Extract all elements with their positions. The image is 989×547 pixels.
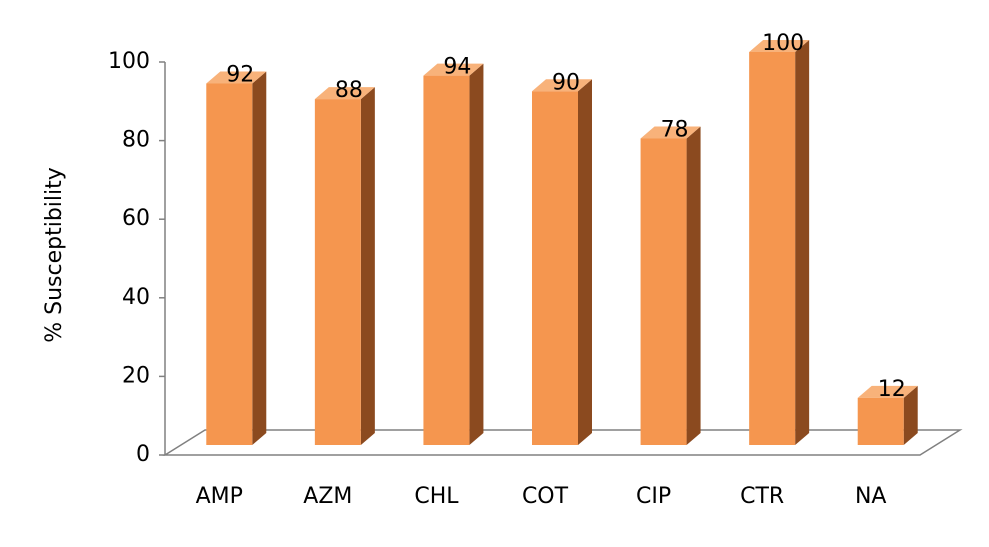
- bar-top: [532, 79, 592, 92]
- bar: [423, 63, 484, 445]
- value-label: 88: [335, 78, 363, 103]
- bar-top: [423, 63, 484, 76]
- value-label: 94: [443, 55, 471, 80]
- x-tick-label: AZM: [303, 484, 352, 509]
- bar-side: [469, 63, 484, 445]
- bar: [857, 385, 918, 445]
- bar-front: [857, 397, 904, 445]
- x-tick-label: CHL: [414, 484, 459, 509]
- bar: [206, 71, 267, 445]
- y-tick-label: 60: [122, 206, 150, 231]
- y-tick-label: 0: [136, 442, 150, 467]
- value-label: 90: [552, 70, 580, 95]
- bar-front: [206, 83, 253, 445]
- y-tick-label: 100: [108, 49, 150, 74]
- bar-front: [314, 99, 361, 445]
- y-tick-label: 40: [122, 285, 150, 310]
- y-axis-label: % Susceptibility: [42, 167, 67, 343]
- bar-top: [206, 71, 267, 84]
- bar-top: [749, 40, 810, 52]
- bar-side: [252, 71, 267, 445]
- bar-side: [360, 87, 375, 445]
- bar: [640, 126, 701, 446]
- bar-front: [749, 52, 796, 445]
- y-tick-label: 20: [122, 363, 150, 388]
- x-tick-label: AMP: [196, 484, 243, 509]
- value-label: 12: [878, 377, 906, 402]
- bar-side: [795, 40, 810, 445]
- x-tick-label: NA: [855, 484, 887, 509]
- x-tick-label: CIP: [636, 484, 671, 509]
- bar: [532, 79, 592, 446]
- bar-front: [640, 138, 687, 445]
- bar-front: [532, 91, 578, 446]
- bar-side: [903, 385, 918, 445]
- floor: [162, 429, 963, 456]
- value-label: 92: [226, 62, 254, 87]
- x-tick-label: CTR: [740, 484, 784, 509]
- bar-front: [423, 75, 470, 445]
- y-tick-label: 80: [122, 128, 150, 153]
- x-tick-label: COT: [522, 484, 569, 509]
- bar: [314, 87, 375, 445]
- bar: [749, 40, 810, 445]
- bar-top: [640, 126, 701, 139]
- bar-top: [857, 385, 918, 398]
- bar-top: [314, 87, 375, 100]
- value-label: 100: [762, 31, 804, 56]
- bar-side: [578, 79, 592, 446]
- bar-side: [686, 126, 701, 446]
- value-label: 78: [661, 117, 689, 142]
